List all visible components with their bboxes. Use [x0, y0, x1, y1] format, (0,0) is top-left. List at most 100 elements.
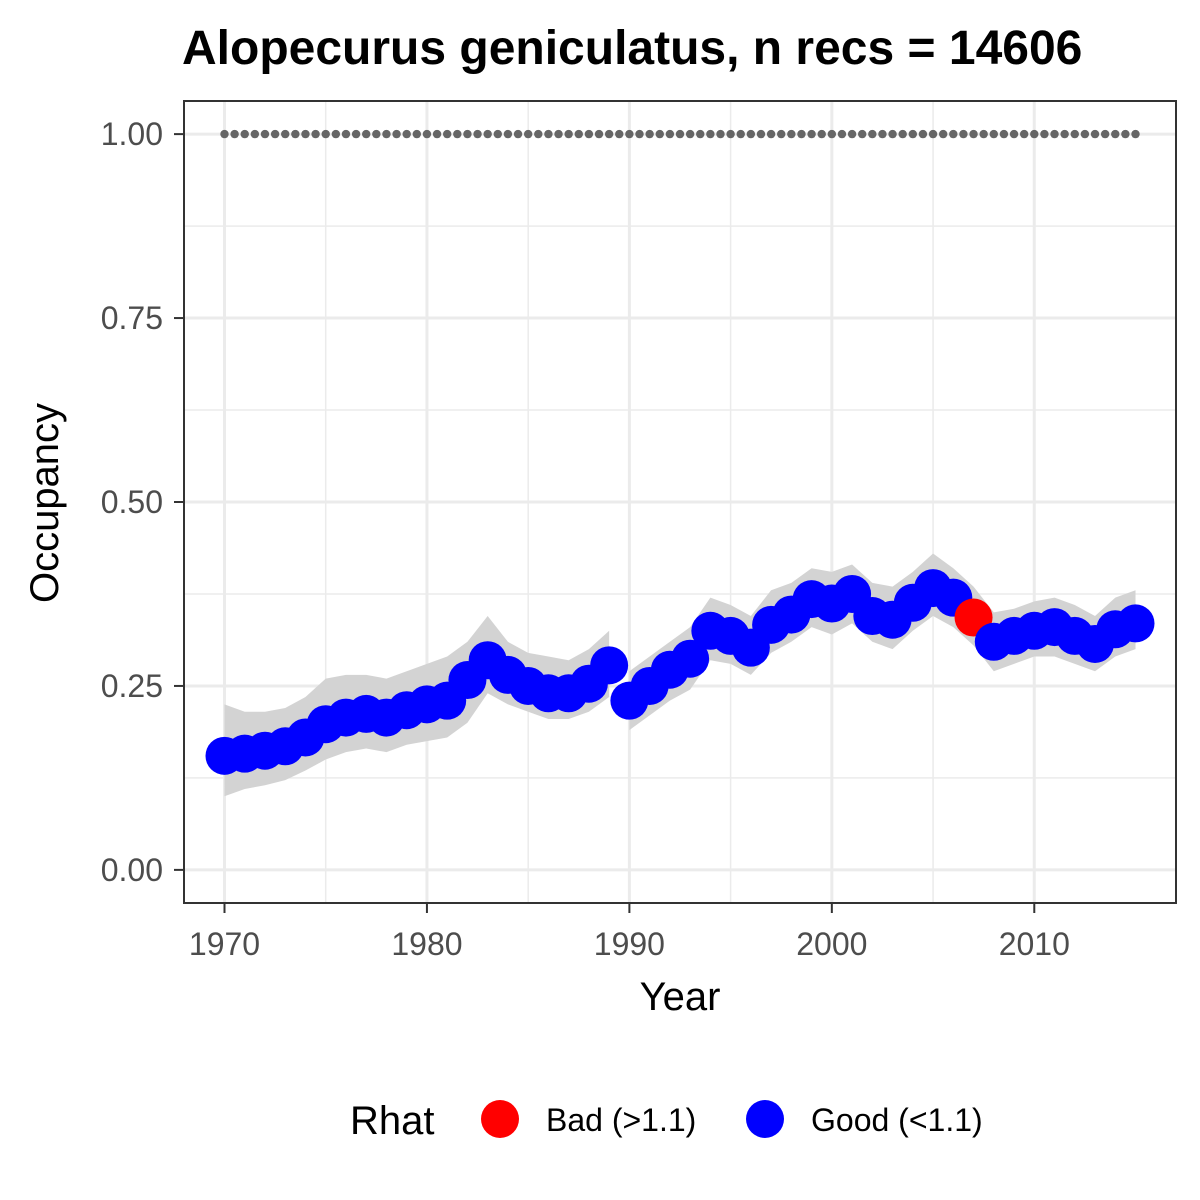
reference-line-dot	[989, 129, 998, 139]
reference-line-dot	[442, 129, 452, 139]
reference-line-dot	[351, 129, 361, 139]
reference-line-dot	[615, 129, 624, 139]
reference-line-dot	[959, 129, 968, 139]
reference-line-dot	[938, 129, 948, 139]
reference-line-dot	[1060, 129, 1069, 139]
reference-line-dot	[554, 129, 563, 139]
reference-line-dot	[584, 129, 594, 139]
reference-line-dot	[1121, 129, 1130, 139]
reference-line-dot	[766, 129, 776, 139]
reference-line-dot	[1111, 129, 1120, 139]
reference-line-dot	[270, 129, 280, 139]
reference-line-dot	[807, 129, 816, 139]
reference-line-dot	[685, 129, 695, 139]
reference-line-dot	[1070, 129, 1079, 139]
x-axis: 1970 1980 1990 2000 2010	[189, 903, 1070, 962]
reference-line-dot	[372, 129, 381, 139]
y-axis-title: Occupancy	[23, 403, 67, 603]
reference-line-dot	[604, 129, 614, 139]
reference-line-dot	[645, 129, 654, 139]
data-point-2015	[1116, 604, 1155, 643]
reference-line-dot	[625, 129, 634, 139]
reference-line-dot	[422, 129, 432, 139]
reference-line-dot	[1090, 129, 1100, 139]
reference-line-dot	[898, 129, 907, 139]
x-tick-label: 2010	[999, 926, 1070, 962]
reference-line-dot	[544, 129, 553, 139]
reference-line-dot	[797, 129, 806, 139]
reference-line-dot	[1019, 129, 1029, 139]
reference-line-dot	[726, 129, 735, 139]
data-point-1989	[590, 646, 629, 685]
reference-line-dot	[827, 129, 837, 139]
reference-line-dot	[949, 129, 958, 139]
reference-line-dot	[291, 129, 300, 139]
reference-line-dot	[240, 129, 249, 139]
reference-line-dot	[564, 129, 573, 139]
reference-line-dot	[868, 129, 877, 139]
reference-line-dot	[574, 129, 583, 139]
reference-line-dot	[665, 129, 675, 139]
reference-line-dot	[513, 129, 523, 139]
reference-line-dot	[716, 129, 725, 139]
reference-line-dot	[220, 129, 229, 139]
reference-line-dot	[493, 129, 502, 139]
y-tick-label: 0.25	[101, 668, 163, 704]
reference-line-dot	[382, 129, 391, 139]
reference-line-dot	[594, 129, 604, 139]
reference-line-dot	[392, 129, 401, 139]
reference-line-dot	[362, 129, 371, 139]
reference-line-dot	[787, 129, 796, 139]
reference-line-dot	[230, 129, 239, 139]
reference-line-dot	[777, 129, 786, 139]
reference-line-dot	[260, 129, 270, 139]
reference-line-dot	[402, 129, 411, 139]
reference-line-dot	[463, 129, 472, 139]
y-tick-label: 1.00	[101, 116, 163, 152]
legend-label-good: Good (<1.1)	[811, 1102, 983, 1138]
y-tick-label: 0.50	[101, 484, 163, 520]
x-tick-label: 2000	[796, 926, 867, 962]
legend-label-bad: Bad (>1.1)	[546, 1102, 696, 1138]
reference-line-dot	[483, 129, 492, 139]
reference-line-dot	[908, 129, 918, 139]
x-axis-title: Year	[640, 975, 721, 1019]
y-tick-label: 0.00	[101, 852, 163, 888]
y-axis: 0.00 0.25 0.50 0.75 1.00	[101, 116, 184, 888]
reference-line-dot	[301, 129, 310, 139]
reference-line-dot	[635, 129, 644, 139]
legend-key-bad	[481, 1100, 519, 1138]
reference-line-dot	[1100, 129, 1110, 139]
reference-line-dot	[432, 129, 442, 139]
reference-line-dot	[928, 129, 938, 139]
reference-line-dot	[534, 129, 543, 139]
reference-line-dot	[736, 129, 745, 139]
reference-line-dot	[979, 129, 988, 139]
legend: Rhat Bad (>1.1) Good (<1.1)	[350, 1099, 983, 1143]
reference-line-dot	[1040, 129, 1049, 139]
legend-title: Rhat	[350, 1099, 435, 1143]
reference-line-dot	[817, 129, 826, 139]
reference-line-dot	[412, 129, 422, 139]
reference-line-dot	[453, 129, 462, 139]
reference-line-dot	[847, 129, 857, 139]
reference-line-dot	[473, 129, 482, 139]
reference-line-dot	[888, 129, 897, 139]
reference-line-dot	[1131, 129, 1140, 139]
data-point-1993	[671, 639, 710, 678]
reference-line-dot	[341, 129, 351, 139]
reference-line-dot	[311, 129, 320, 139]
reference-line-dot	[1030, 129, 1039, 139]
x-tick-label: 1990	[594, 926, 665, 962]
reference-line-dot	[696, 129, 705, 139]
reference-line-dot	[858, 129, 867, 139]
reference-line-dot	[655, 129, 664, 139]
y-tick-label: 0.75	[101, 300, 163, 336]
reference-line-dot	[321, 129, 330, 139]
plot-area	[183, 100, 1177, 904]
reference-line-dot	[878, 129, 887, 139]
x-tick-label: 1980	[391, 926, 462, 962]
reference-line-dot	[1050, 129, 1059, 139]
reference-line-dot	[837, 129, 847, 139]
